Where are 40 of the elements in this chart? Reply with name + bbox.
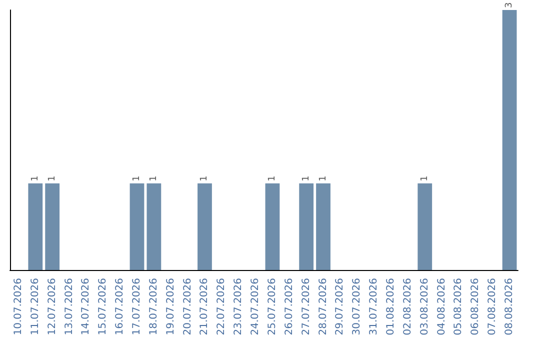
data-label: 1: [148, 176, 159, 182]
x-tick-label: 25.07.2026: [266, 278, 278, 336]
data-label: 3: [504, 2, 515, 8]
x-tick-label: 10.07.2026: [12, 278, 24, 336]
x-tick-label: 28.07.2026: [318, 278, 329, 336]
x-tick-label: 24.07.2026: [250, 278, 262, 336]
x-tick-label: 14.07.2026: [80, 278, 92, 336]
x-tick-label: 26.07.2026: [284, 278, 295, 336]
x-tick-label: 22.07.2026: [216, 278, 228, 336]
x-tick-label: 05.08.2026: [453, 278, 464, 336]
x-tick-label: 12.07.2026: [46, 278, 58, 336]
x-tick-label: 16.07.2026: [114, 278, 126, 336]
x-tick-label: 20.07.2026: [182, 278, 194, 336]
x-tick-label: 27.07.2026: [300, 278, 312, 336]
x-tick-label: 02.08.2026: [402, 278, 414, 336]
x-tick-label: 11.07.2026: [30, 278, 41, 336]
x-tick-label: 21.07.2026: [199, 278, 210, 336]
x-tick-label: 04.08.2026: [436, 278, 448, 336]
x-tick-label: 17.07.2026: [132, 278, 142, 336]
data-label: 1: [267, 176, 278, 182]
x-tick-label: 30.07.2026: [352, 278, 363, 336]
x-tick-label: 29.07.2026: [334, 278, 346, 336]
data-label: 1: [47, 176, 58, 182]
x-tick-label: 03.08.2026: [419, 278, 430, 336]
data-label: 1: [200, 176, 210, 182]
data-label: 1: [132, 176, 142, 182]
x-tick-label: 18.07.2026: [148, 278, 160, 336]
data-label: 1: [420, 176, 430, 182]
data-label: 1: [318, 176, 328, 182]
x-tick-label: 07.08.2026: [487, 278, 498, 336]
x-tick-label: 01.08.2026: [386, 278, 396, 336]
x-tick-label: 13.07.2026: [64, 278, 75, 336]
x-tick-label: 08.08.2026: [504, 278, 516, 336]
x-tick-label: 31.07.2026: [368, 278, 380, 336]
x-tick-label: 15.07.2026: [98, 278, 109, 336]
data-label: 1: [301, 176, 312, 182]
x-tick-label: 06.08.2026: [470, 278, 482, 336]
x-tick-label: 19.07.2026: [165, 278, 176, 336]
data-label: 1: [30, 176, 40, 182]
x-tick-label: 23.07.2026: [233, 278, 244, 336]
